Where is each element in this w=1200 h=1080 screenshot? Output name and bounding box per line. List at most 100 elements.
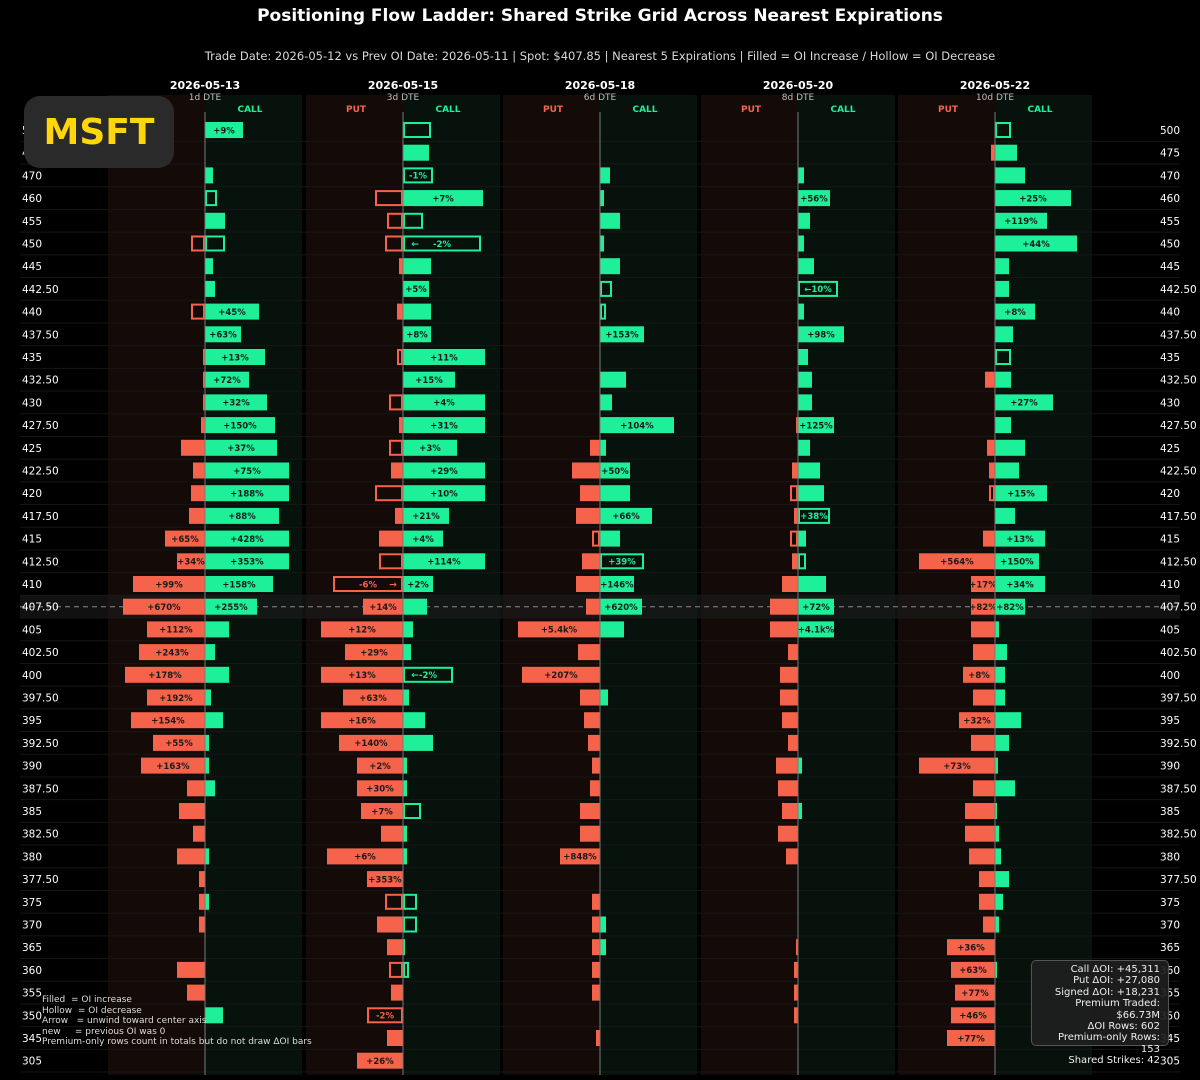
call-bar xyxy=(205,621,229,638)
put-bar xyxy=(919,553,995,570)
call-bar-hollow xyxy=(403,122,431,138)
call-bar xyxy=(995,712,1021,729)
put-bar xyxy=(203,394,205,411)
put-bar xyxy=(522,666,600,683)
call-bar-hollow xyxy=(798,280,838,297)
strike-label-left: 442.50 xyxy=(22,284,59,296)
put-bar xyxy=(181,439,205,456)
call-bar xyxy=(205,666,229,683)
call-bar xyxy=(995,825,999,842)
put-bar xyxy=(947,1030,995,1046)
put-bar xyxy=(131,712,205,729)
put-bar xyxy=(780,666,798,683)
call-bar xyxy=(205,417,275,434)
call-bar xyxy=(995,621,999,638)
summary-put-doi: Put ΔOI: +27,080 xyxy=(1073,975,1160,987)
put-bar xyxy=(596,1030,600,1046)
call-bar xyxy=(995,530,1045,547)
call-bar-label: +2% xyxy=(407,580,429,590)
put-bar xyxy=(979,893,995,910)
put-bar xyxy=(947,939,995,956)
put-bar-label: +7% xyxy=(371,807,393,817)
put-bar xyxy=(971,598,995,615)
call-bar xyxy=(403,848,407,865)
call-bar-label: +8% xyxy=(1004,308,1026,318)
call-bar-label: +125% xyxy=(799,421,833,431)
strike-label-left: 455 xyxy=(22,216,42,228)
put-bar xyxy=(786,848,798,865)
call-side-label: CALL xyxy=(830,105,855,115)
strike-label-left: 430 xyxy=(22,397,42,409)
put-bar xyxy=(339,734,403,751)
call-bar xyxy=(205,712,223,729)
put-bar xyxy=(782,712,798,729)
put-bar xyxy=(399,417,403,434)
put-bar xyxy=(321,666,403,683)
put-bar xyxy=(133,576,205,592)
call-bar-label: +9% xyxy=(213,126,235,136)
call-bar xyxy=(995,190,1071,207)
put-bar xyxy=(518,621,600,638)
call-bar xyxy=(600,916,606,933)
call-bar xyxy=(403,507,449,524)
call-bar-hollow xyxy=(205,190,217,207)
put-bar xyxy=(189,507,205,524)
put-bar xyxy=(199,871,205,888)
strike-label-right: 377.50 xyxy=(1160,874,1197,886)
strike-label-left: 355 xyxy=(22,988,42,1000)
put-side-label: PUT xyxy=(741,105,762,115)
put-bar xyxy=(580,803,600,819)
call-bar-label: +63% xyxy=(209,331,237,341)
put-bar xyxy=(576,576,600,592)
call-bar xyxy=(205,507,279,524)
strike-label-left: 432.50 xyxy=(22,375,59,387)
put-bar-hollow xyxy=(790,485,798,502)
call-bar xyxy=(995,689,1005,706)
call-bar-hollow xyxy=(403,212,423,229)
call-bar-label: +188% xyxy=(230,490,264,500)
call-side-label: CALL xyxy=(1027,105,1052,115)
strike-label-left: 420 xyxy=(22,488,42,500)
call-bar-label: +66% xyxy=(612,512,640,522)
put-bar-label: +154% xyxy=(151,717,185,727)
call-bar xyxy=(403,144,429,161)
strike-label-left: 350 xyxy=(22,1010,42,1022)
put-bar xyxy=(187,984,205,1001)
call-bar xyxy=(403,258,431,275)
call-bar-label: +353% xyxy=(230,558,264,568)
put-bar-label: +73% xyxy=(943,762,971,772)
summary-signed-doi: Signed ΔOI: +18,231 xyxy=(1054,986,1160,998)
put-bar-label: +8% xyxy=(968,671,990,681)
strike-label-left: 422.50 xyxy=(22,466,59,478)
call-bar xyxy=(600,326,644,343)
call-bar xyxy=(205,848,209,865)
call-bar xyxy=(205,689,211,706)
call-bar-label: +25% xyxy=(1019,194,1047,204)
put-bar-hollow xyxy=(385,893,403,910)
put-bar xyxy=(387,1030,403,1046)
call-side-label: CALL xyxy=(632,105,657,115)
call-bar xyxy=(205,439,277,456)
call-bar-label: +56% xyxy=(800,194,828,204)
call-bar-label: +146% xyxy=(600,580,634,590)
call-bar-label: +8% xyxy=(406,331,428,341)
call-bar-label: +7% xyxy=(432,194,454,204)
call-bar-label: +32% xyxy=(222,399,250,409)
call-bar-label: +4.1k% xyxy=(798,626,835,636)
strike-label-right: 410 xyxy=(1160,579,1180,591)
call-bar xyxy=(403,598,427,615)
strike-label-left: 377.50 xyxy=(22,874,59,886)
expiration-dte: 1d DTE xyxy=(189,93,222,103)
put-bar-label: +34% xyxy=(177,558,205,568)
call-bar xyxy=(403,190,483,207)
strike-label-left: 360 xyxy=(22,965,42,977)
call-bar xyxy=(600,689,608,706)
call-bar xyxy=(205,303,259,320)
put-bar xyxy=(590,439,600,456)
strike-label-left: 400 xyxy=(22,670,42,682)
expiration-dte: 8d DTE xyxy=(782,93,815,103)
call-bar xyxy=(798,258,814,275)
put-bar xyxy=(794,507,798,524)
call-bar-hollow xyxy=(205,893,209,910)
